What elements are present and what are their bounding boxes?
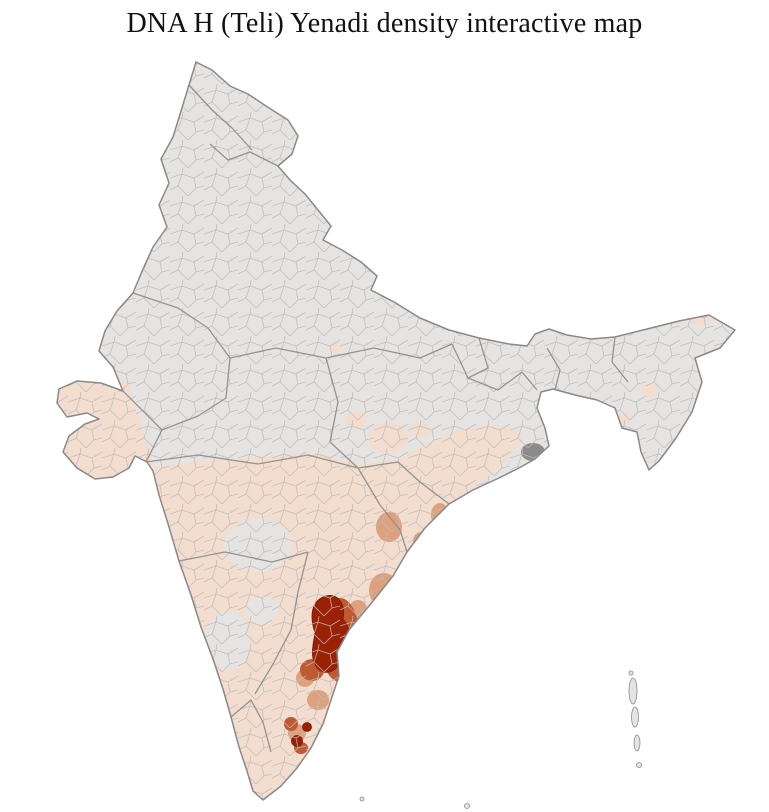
island[interactable] bbox=[631, 706, 639, 728]
island[interactable] bbox=[633, 734, 641, 752]
state-boundary-lines bbox=[122, 84, 629, 753]
india-outline bbox=[56, 61, 736, 801]
small-islands bbox=[359, 796, 470, 809]
island[interactable] bbox=[628, 670, 634, 676]
page-title: DNA H (Teli) Yenadi density interactive … bbox=[126, 8, 643, 39]
andaman-nicobar-islands[interactable] bbox=[628, 670, 642, 768]
island[interactable] bbox=[628, 677, 638, 705]
density-regions[interactable] bbox=[40, 55, 750, 812]
district-region-medium[interactable] bbox=[329, 709, 343, 723]
district-region-medium[interactable] bbox=[315, 739, 333, 755]
district-boundaries bbox=[57, 62, 735, 800]
island-dot bbox=[359, 796, 365, 802]
island[interactable] bbox=[636, 762, 642, 768]
island-dot bbox=[464, 803, 470, 809]
